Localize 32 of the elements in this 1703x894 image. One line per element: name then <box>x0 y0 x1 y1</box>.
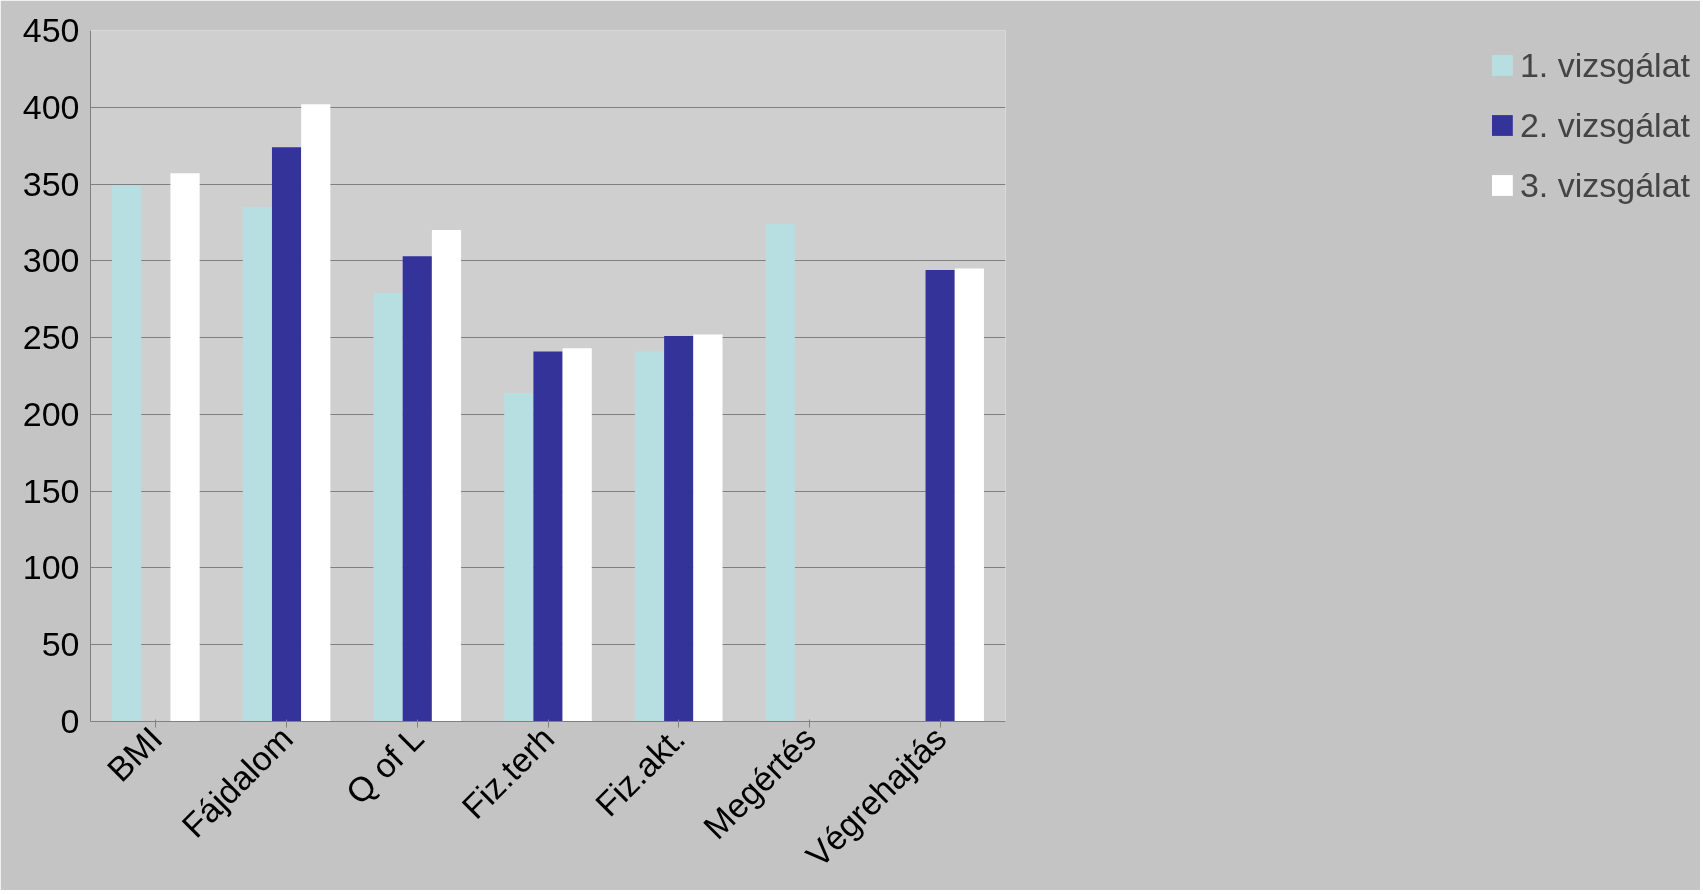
y-tick-label: 200 <box>22 394 80 433</box>
bar <box>954 268 984 722</box>
y-tick-label: 150 <box>22 471 80 510</box>
bar <box>373 293 403 722</box>
y-tick-label: 100 <box>22 548 80 587</box>
bar <box>664 336 694 722</box>
bar <box>562 348 592 722</box>
bar <box>504 392 534 722</box>
legend-label: 1. vizsgálat <box>1519 44 1690 86</box>
bar <box>765 223 795 722</box>
bar <box>925 270 955 722</box>
bar <box>271 147 302 722</box>
bar <box>431 230 462 722</box>
y-tick-label: 300 <box>22 241 80 280</box>
y-tick-label: 0 <box>60 702 80 740</box>
x-tick-label: BMI <box>99 719 170 789</box>
legend-label: 2. vizsgálat <box>1519 104 1690 146</box>
bar <box>112 185 142 722</box>
bar <box>242 207 272 722</box>
y-tick-label: 50 <box>41 625 80 664</box>
bar <box>170 173 200 722</box>
bar <box>533 351 563 722</box>
y-tick-label: 350 <box>22 164 80 203</box>
legend-label: 3. vizsgálat <box>1519 164 1690 206</box>
y-tick-label: 250 <box>22 318 80 357</box>
bar <box>634 351 665 722</box>
y-tick-label: 450 <box>22 11 80 49</box>
x-tick-label: Q of L <box>338 719 431 812</box>
y-tick-label: 400 <box>22 87 80 126</box>
bar <box>693 334 723 722</box>
bar <box>301 104 331 722</box>
bar <box>402 256 432 722</box>
